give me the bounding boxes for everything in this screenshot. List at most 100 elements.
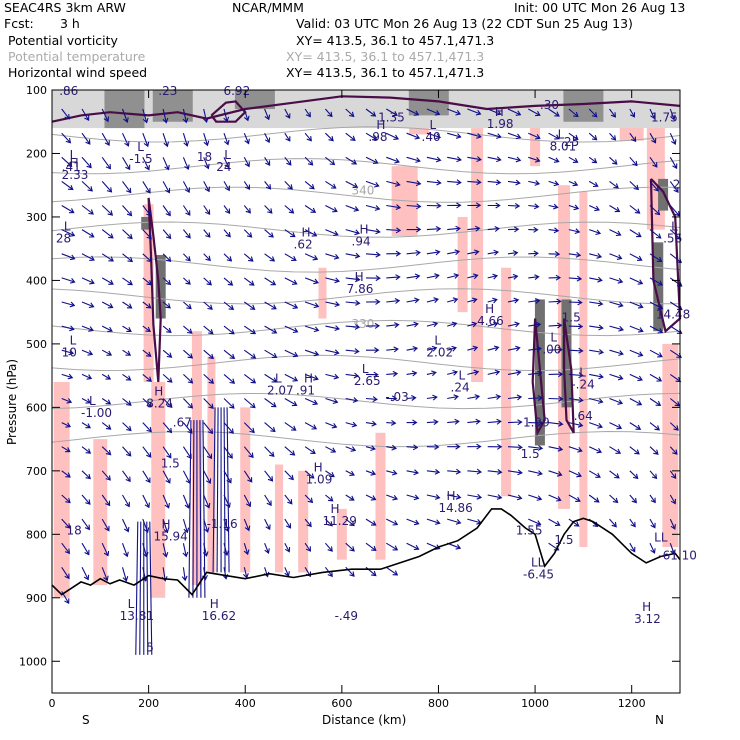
wind-vector-454 <box>528 203 540 210</box>
wind-vector-186 <box>243 229 253 238</box>
wind-vector-333 <box>386 395 398 402</box>
wind-vectors <box>61 108 683 655</box>
shade-pink-5 <box>275 464 284 573</box>
shade-core-4 <box>653 242 664 332</box>
wind-vector-287 <box>345 252 361 259</box>
hl-symbol-18: H <box>485 302 494 316</box>
shade-pink-1 <box>143 204 154 382</box>
wind-vector-414 <box>467 493 483 500</box>
wind-vector-72 <box>122 373 132 381</box>
wind-vector-569 <box>649 325 664 334</box>
wind-vector-239 <box>284 542 291 553</box>
wind-vector-531 <box>609 301 624 308</box>
wind-vector-25 <box>81 205 94 215</box>
hl-value-45: -6.45 <box>523 568 554 582</box>
wind-vector-151 <box>203 349 214 360</box>
wind-vector-96 <box>142 470 151 484</box>
wind-vector-153 <box>203 398 214 409</box>
wind-vector-492 <box>568 228 581 235</box>
hl-value-47: 16.62 <box>202 609 236 623</box>
wind-vector-303 <box>365 156 379 165</box>
wind-vector-512 <box>589 276 603 283</box>
wind-vector-171 <box>223 349 236 360</box>
wind-jet-2-0 <box>212 407 216 573</box>
wind-vector-129 <box>183 301 192 310</box>
wind-vector-141 <box>202 108 209 124</box>
wind-vector-237 <box>284 494 293 505</box>
wind-vector-266 <box>325 229 339 237</box>
field-wind-xy: XY= 413.5, 36.1 to 457.1,471.3 <box>286 65 485 80</box>
wind-vector-580 <box>669 132 677 145</box>
hl-symbol-47: H <box>210 597 219 611</box>
wind-vector-458 <box>528 297 541 304</box>
wind-vector-372 <box>426 394 438 401</box>
wind-vector-22 <box>81 132 91 145</box>
wind-vector-18 <box>61 542 71 555</box>
wind-vector-74 <box>122 422 132 432</box>
hl-value-42: 1.5 <box>554 533 573 547</box>
shade-pink-19 <box>318 267 327 319</box>
x-tick-label-3: 600 <box>331 697 352 710</box>
wind-vector-231 <box>284 349 299 358</box>
wind-vector-138 <box>182 518 190 534</box>
wind-vector-419 <box>487 179 502 186</box>
wind-vector-318 <box>365 518 377 526</box>
hl-value-6: .62 <box>294 238 313 252</box>
y-tick-label-8: 900 <box>26 592 47 605</box>
wind-vector-570 <box>649 349 663 358</box>
theta-contour-9 <box>51 430 681 448</box>
wind-vector-242 <box>304 132 312 142</box>
wind-vector-285 <box>345 204 360 212</box>
wind-vector-446 <box>507 419 523 426</box>
field-pv-xy: XY= 413.5, 36.1 to 457.1,471.3 <box>296 33 495 48</box>
wind-vector-235 <box>284 446 296 456</box>
wind-vector-130 <box>183 325 193 334</box>
valid-time: Valid: 03 UTC Mon 26 Aug 13 (22 CDT Sun … <box>296 16 633 31</box>
wind-vector-227 <box>284 253 297 261</box>
wind-vector-495 <box>568 299 583 306</box>
wind-vector-503 <box>568 494 581 502</box>
wind-vector-110 <box>162 325 172 334</box>
wind-vector-0 <box>61 108 70 120</box>
wind-vector-367 <box>426 273 440 279</box>
wind-vector-435 <box>507 156 522 163</box>
hl-symbol-45: LL <box>531 556 545 570</box>
wind-vector-123 <box>182 157 190 171</box>
shade-pink-18 <box>579 191 588 548</box>
wind-vector-62 <box>122 132 130 147</box>
wind-vector-348 <box>406 273 421 280</box>
wind-vector-425 <box>487 321 499 328</box>
x-tick-label-4: 800 <box>428 697 449 710</box>
wind-vector-125 <box>182 205 191 216</box>
wind-vector-128 <box>183 277 191 285</box>
wind-vector-511 <box>589 253 603 259</box>
wind-vector-19 <box>61 566 70 580</box>
wind-vector-247 <box>304 253 319 261</box>
wind-vector-351 <box>406 345 419 352</box>
wind-vector-450 <box>528 108 541 117</box>
hl-symbol-10: L <box>430 118 437 132</box>
fcst-value: 3 h <box>60 16 80 31</box>
wind-vector-103 <box>162 157 170 171</box>
wind-vector-461 <box>528 370 543 377</box>
wind-vector-95 <box>142 446 152 458</box>
wind-vector-354 <box>406 419 418 426</box>
wind-vector-497 <box>568 347 584 354</box>
wind-vector-500 <box>568 422 584 428</box>
wind-vector-13 <box>61 422 72 428</box>
wind-vector-330 <box>386 322 400 329</box>
wind-vector-205 <box>264 205 273 214</box>
wind-vector-34 <box>81 422 91 429</box>
wind-vector-70 <box>122 325 132 332</box>
wind-vector-304 <box>365 180 380 188</box>
wind-vector-111 <box>162 349 173 358</box>
shade-pink-8 <box>375 432 386 560</box>
hl-value-18: 4.66 <box>477 314 504 328</box>
wind-vector-265 <box>325 205 338 213</box>
wind-vector-377 <box>426 518 441 525</box>
wind-vector-16 <box>61 494 71 504</box>
wind-vector-108 <box>162 277 172 286</box>
wind-vector-406 <box>467 297 478 304</box>
extra-label-4: .30 <box>540 98 559 112</box>
wind-vector-297 <box>345 494 355 501</box>
